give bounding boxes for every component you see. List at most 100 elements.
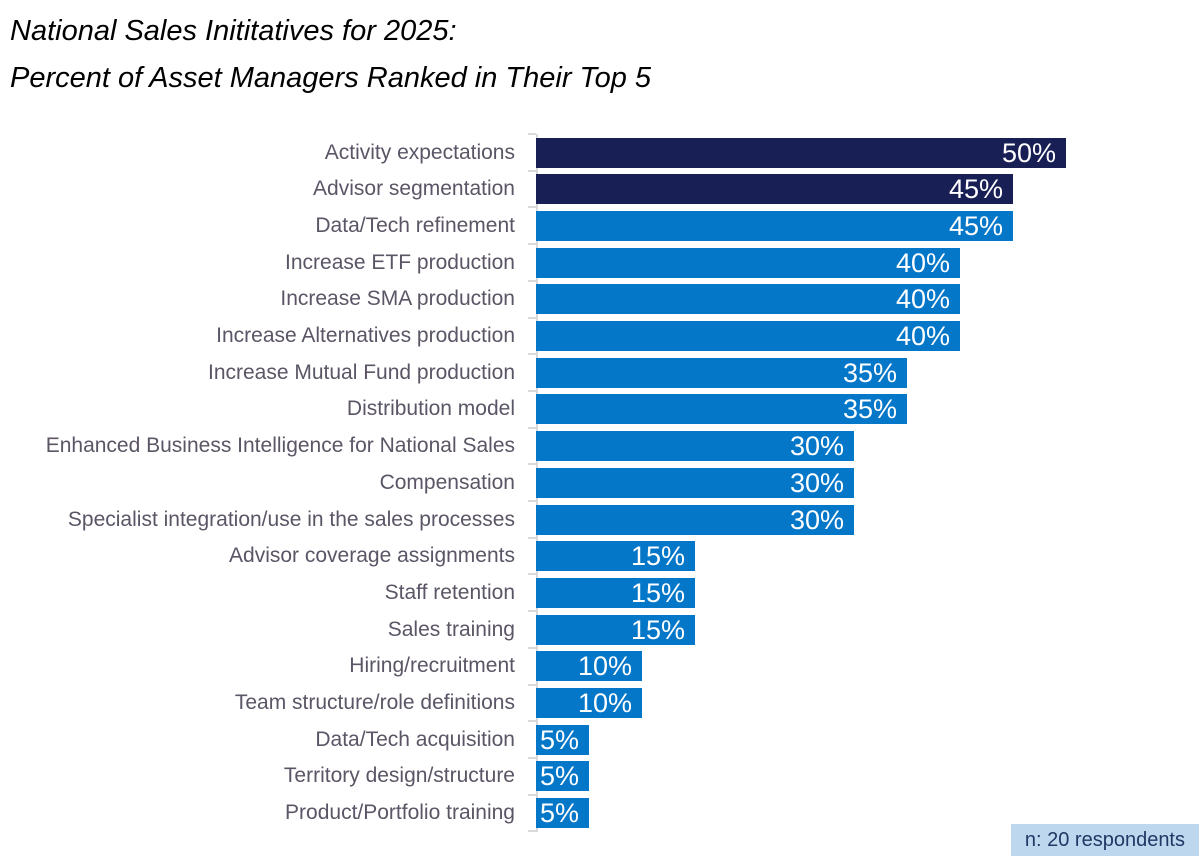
chart-row: Increase ETF production 40% [0, 244, 1199, 281]
bar: 15% [536, 577, 695, 608]
bar: 50% [536, 137, 1066, 168]
axis-tick [528, 243, 536, 246]
bar-value-label: 45% [948, 210, 1003, 241]
axis-tick [528, 720, 536, 723]
bar-value-label: 40% [895, 284, 950, 315]
bar: 35% [536, 394, 907, 425]
axis-tick [528, 536, 536, 539]
bar: 40% [536, 321, 960, 351]
category-label: Enhanced Business Intelligence for Natio… [45, 434, 515, 458]
chart-row: Enhanced Business Intelligence for Natio… [0, 428, 1199, 465]
bar-chart: Activity expectations 50% Advisor segmenta… [0, 133, 1199, 833]
bar: 45% [536, 210, 1013, 241]
bar-value-label: 40% [895, 321, 950, 351]
category-label: Compensation [379, 470, 515, 494]
bar: 15% [536, 614, 695, 645]
chart-title-line-1: National Sales Inititatives for 2025: [10, 15, 457, 47]
sample-size-badge: n: 20 respondents [1010, 824, 1199, 856]
bar: 10% [536, 688, 642, 718]
chart-row: Data/Tech refinement 45% [0, 207, 1199, 244]
chart-row: Specialist integration/use in the sales … [0, 501, 1199, 538]
category-label: Specialist integration/use in the sales … [67, 507, 515, 531]
category-label: Team structure/role definitions [234, 691, 515, 714]
bar: 5% [536, 798, 589, 829]
chart-row: Advisor segmentation 45% [0, 171, 1199, 208]
category-label: Increase Alternatives production [216, 324, 515, 347]
chart-row: Distribution model 35% [0, 391, 1199, 428]
chart-row: Increase SMA production 40% [0, 281, 1199, 318]
category-label: Staff retention [384, 580, 515, 604]
chart-row: Increase Mutual Fund production 35% [0, 354, 1199, 391]
axis-tick [528, 646, 536, 649]
category-label: Data/Tech refinement [315, 213, 515, 237]
bar-value-label: 15% [630, 614, 685, 645]
category-label: Territory design/structure [283, 764, 515, 788]
axis-tick [528, 573, 536, 576]
axis-tick [528, 279, 536, 282]
axis-tick [528, 133, 536, 135]
bar-value-label: 15% [630, 541, 685, 572]
bar: 30% [536, 504, 854, 535]
bar: 45% [536, 174, 1013, 205]
chart-row: Territory design/structure 5% [0, 758, 1199, 795]
chart-row: Activity expectations 50% [0, 134, 1199, 171]
category-label: Product/Portfolio training [285, 801, 515, 825]
category-label: Data/Tech acquisition [315, 727, 515, 751]
chart-row: Compensation 30% [0, 464, 1199, 501]
bar: 40% [536, 284, 960, 315]
chart-title: National Sales Inititatives for 2025: Pe… [10, 8, 1110, 102]
axis-tick [528, 426, 536, 429]
chart-row: Hiring/recruitment 10% [0, 648, 1199, 685]
bar: 5% [536, 724, 589, 755]
bar: 30% [536, 467, 854, 498]
chart-row: Team structure/role definitions 10% [0, 685, 1199, 722]
axis-tick [528, 610, 536, 613]
axis-tick [528, 683, 536, 686]
chart-row: Product/Portfolio training 5% [0, 795, 1199, 832]
bar-value-label: 45% [948, 174, 1003, 205]
axis-tick [528, 793, 536, 796]
axis-tick [528, 500, 536, 502]
chart-row: Staff retention 15% [0, 574, 1199, 611]
bar-value-label: 30% [789, 504, 844, 535]
axis-tick [528, 830, 536, 833]
bar-value-label: 30% [789, 467, 844, 498]
category-label: Sales training [387, 617, 515, 641]
bar: 40% [536, 247, 960, 278]
axis-tick [528, 756, 536, 759]
axis-tick [528, 463, 536, 466]
category-label: Increase SMA production [280, 287, 515, 311]
bar-value-label: 50% [1001, 137, 1056, 168]
axis-tick [528, 169, 536, 172]
bar-value-label: 40% [895, 247, 950, 278]
bar: 15% [536, 541, 695, 572]
category-label: Advisor segmentation [313, 177, 515, 201]
bar-value-label: 15% [630, 577, 685, 608]
bar-value-label: 10% [577, 688, 632, 718]
bar-value-label: 10% [577, 651, 632, 682]
bar-value-label: 5% [539, 761, 579, 792]
category-label: Activity expectations [324, 140, 515, 164]
bar: 10% [536, 651, 642, 682]
category-label: Advisor coverage assignments [229, 544, 515, 568]
bar-value-label: 35% [842, 394, 897, 425]
bar: 30% [536, 431, 854, 462]
category-label: Hiring/recruitment [349, 654, 515, 678]
axis-tick [528, 316, 536, 319]
chart-title-line-2: Percent of Asset Managers Ranked in Thei… [10, 62, 652, 94]
chart-row: Sales training 15% [0, 611, 1199, 648]
bar-value-label: 5% [539, 724, 579, 755]
axis-tick [528, 353, 536, 356]
bar-value-label: 5% [539, 798, 579, 829]
bar: 35% [536, 357, 907, 388]
category-label: Increase Mutual Fund production [207, 360, 515, 384]
category-label: Increase ETF production [285, 250, 515, 274]
chart-row: Data/Tech acquisition 5% [0, 721, 1199, 758]
bar: 5% [536, 761, 589, 792]
chart-row: Advisor coverage assignments 15% [0, 538, 1199, 575]
category-label: Distribution model [346, 397, 515, 421]
chart-row: Increase Alternatives production 40% [0, 318, 1199, 355]
axis-tick [528, 206, 536, 209]
bar-value-label: 30% [789, 431, 844, 462]
